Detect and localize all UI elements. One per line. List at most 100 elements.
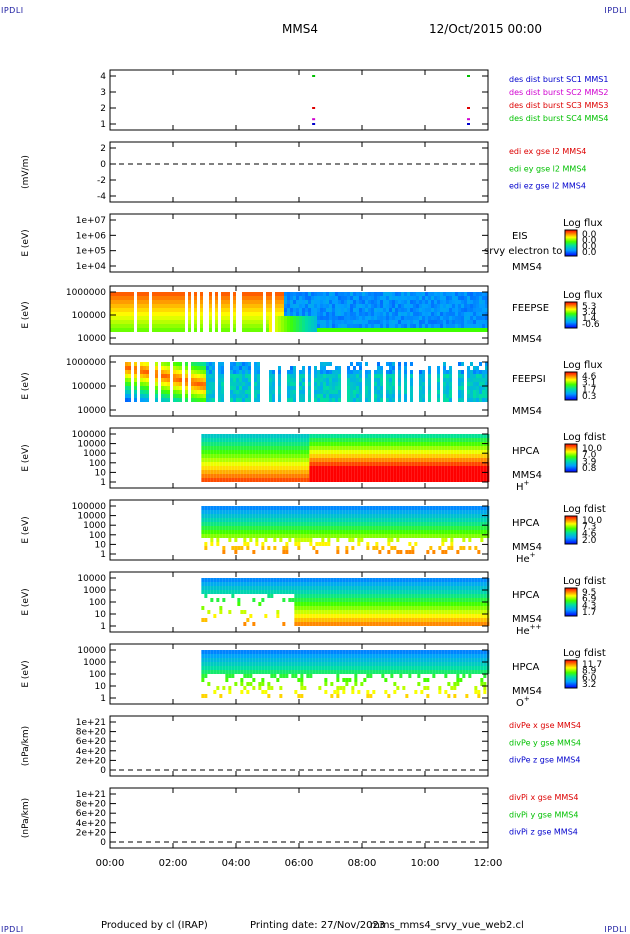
colorbar-tick-label: 11.7	[582, 660, 602, 670]
y-tick-label: 100	[89, 598, 106, 608]
instrument-label: HPCA	[512, 662, 540, 673]
instrument-label: HPCA	[512, 518, 540, 529]
y-tick-label: 100000	[72, 311, 107, 321]
instrument-label: FEEPSE	[512, 303, 549, 314]
colorbar-tick-label: 8.9	[582, 667, 597, 677]
legend-entry: des dist burst SC4 MMS4	[509, 114, 608, 123]
spectrogram-hpca_h	[201, 434, 490, 482]
y-tick-label: 2e+20	[76, 756, 107, 766]
x-tick-label: 08:00	[348, 858, 377, 869]
colorbar-tick-label: 4.3	[582, 601, 596, 611]
y-tick-label: 10000	[77, 646, 106, 656]
panel-frame-eis	[109, 213, 489, 273]
colorbar-tick-label: 3.2	[582, 680, 596, 690]
colorbar-title: Log fdist	[563, 504, 606, 515]
colorbar-title: Log flux	[563, 290, 603, 301]
colorbar-tick-label: 6.9	[582, 595, 597, 605]
colorbar	[564, 515, 578, 545]
spacecraft-label: MMS4	[512, 406, 542, 417]
legend-entry: des dist burst SC1 MMS1	[509, 75, 608, 84]
y-tick-label: 10000	[77, 574, 106, 584]
date-title: 12/Oct/2015 00:00	[429, 22, 543, 36]
colorbar-tick-label: 1.7	[582, 385, 596, 395]
spacecraft-label: MMS4	[512, 470, 542, 481]
spectrogram-hpca_o	[201, 650, 490, 698]
instrument-label: HPCA	[512, 446, 540, 457]
y-tick-label: 1e+05	[76, 247, 106, 257]
panel-frame-divpi	[109, 787, 489, 849]
x-tick-label: 06:00	[285, 858, 314, 869]
corner-label-top-right: IPDLI	[604, 6, 627, 15]
colorbar-title: Log flux	[563, 360, 603, 371]
y-tick-label: 10	[95, 682, 107, 692]
panel-feepse: 1000000 100000 10000 E (eV) FEEPSE MMS4 Log fl…	[21, 285, 603, 345]
colorbar-tick-label: 0.0	[582, 248, 597, 258]
species-label: He++	[516, 623, 542, 637]
colorbar	[564, 659, 578, 689]
y-tick-label: 1e+21	[76, 718, 106, 728]
panel-feepsi: 1000000 100000 10000 E (eV) FEEPSI MMS4 Log fl…	[21, 355, 603, 417]
burst-marker	[312, 75, 316, 77]
spectrogram-hpca_he	[201, 506, 490, 554]
y-tick-label: 1000	[83, 449, 106, 459]
colorbar-tick-label: 7.3	[582, 523, 596, 533]
colorbar-tick-label: 1.4	[582, 314, 597, 324]
y-tick-label: 6e+20	[76, 737, 107, 747]
colorbar-tick-label: 3.1	[582, 379, 596, 389]
y-tick-label: 1000000	[66, 358, 106, 368]
corner-label-bottom-right: IPDLI	[604, 925, 627, 934]
spectrogram-feepsi	[125, 362, 488, 402]
panel-frame-des	[109, 69, 489, 131]
footer-script-name: mms_mms4_srvy_vue_web2.cl	[370, 920, 524, 931]
colorbar-tick-label: 5.3	[582, 302, 596, 312]
y-tick-label: 4	[100, 72, 106, 82]
burst-marker	[467, 118, 470, 121]
y-axis-label: E (eV)	[21, 301, 31, 328]
colorbar-tick-label: 4.6	[582, 372, 597, 382]
colorbar-title: Log flux	[563, 218, 603, 229]
y-tick-label: 100	[89, 459, 106, 469]
corner-label-bottom-left: IPDLI	[1, 925, 24, 934]
species-label: O+	[516, 695, 530, 709]
colorbar-tick-label: 10.0	[582, 516, 602, 526]
colorbar	[564, 371, 578, 401]
y-tick-label: 0	[100, 838, 106, 848]
y-tick-label: 4e+20	[76, 747, 107, 757]
spectrogram-feepse	[110, 292, 488, 332]
panel-frame-edi	[109, 141, 489, 203]
y-tick-label: 2	[100, 104, 106, 114]
burst-marker	[312, 107, 316, 109]
x-tick-label: 10:00	[411, 858, 440, 869]
spacecraft-label: MMS4	[512, 334, 542, 345]
legend-entry: divPi y gse MMS4	[509, 810, 578, 819]
y-tick-label: 4e+20	[76, 819, 107, 829]
species-label: H+	[516, 479, 530, 493]
y-tick-label: 1000000	[66, 288, 106, 298]
y-axis-label: E (eV)	[21, 229, 31, 256]
y-tick-label: 1e+06	[76, 231, 107, 241]
legend-entry: des dist burst SC2 MMS2	[509, 88, 608, 97]
y-tick-label: 10000	[77, 440, 106, 450]
y-tick-label: 1	[100, 550, 106, 560]
species-label: He+	[516, 551, 536, 565]
y-tick-label: 100000	[72, 382, 107, 392]
y-axis-label: E (eV)	[21, 372, 31, 399]
colorbar-tick-label: 7.0	[582, 451, 597, 461]
burst-marker	[312, 123, 316, 125]
legend-entry: divPe y gse MMS4	[509, 738, 581, 747]
colorbar-tick-label: 0.0	[582, 242, 597, 252]
instrument-label: FEEPSI	[512, 374, 546, 385]
instrument-label: EIS	[512, 231, 528, 242]
y-tick-label: 0	[100, 160, 106, 170]
spacecraft-label: MMS4	[512, 614, 542, 625]
legend-entry: divPi z gse MMS4	[509, 828, 578, 837]
y-tick-label: 3	[100, 88, 106, 98]
y-tick-label: 1	[100, 120, 106, 130]
x-axis-labels: 00:00 02:00 04:00 06:00 08:00 10:00 12:00	[96, 858, 503, 869]
footer-printing-date: Printing date: 27/Nov/2023	[250, 920, 386, 931]
y-tick-label: 10000	[77, 512, 106, 522]
spacecraft-label: MMS4	[512, 262, 542, 273]
colorbar-tick-label: -0.6	[582, 320, 600, 330]
